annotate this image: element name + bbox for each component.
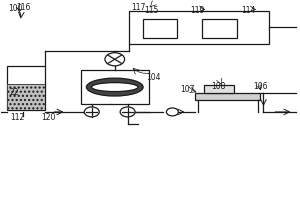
Text: 22: 22 [9,88,19,97]
Text: 115: 115 [144,6,159,15]
Circle shape [167,108,178,116]
Circle shape [120,107,135,117]
Bar [81,70,148,104]
Text: 117: 117 [131,3,145,12]
Text: 120: 120 [41,113,56,122]
Text: 114: 114 [242,6,256,15]
Text: 112: 112 [10,113,24,122]
Ellipse shape [92,83,138,92]
Bar [142,19,177,38]
Bar [202,19,237,38]
Text: 108: 108 [212,82,226,91]
Bar [7,66,46,110]
Circle shape [105,53,124,66]
Bar [7,84,46,110]
Text: 104: 104 [146,73,160,82]
Ellipse shape [86,78,143,96]
Text: 100: 100 [8,4,23,13]
Text: 116: 116 [16,3,30,12]
Text: 106: 106 [253,82,268,91]
Bar [129,11,269,44]
Bar [195,93,260,100]
Text: 119: 119 [190,6,205,15]
Circle shape [84,107,99,117]
Bar [204,85,234,93]
Bar [7,84,46,110]
Text: 107: 107 [180,85,195,94]
